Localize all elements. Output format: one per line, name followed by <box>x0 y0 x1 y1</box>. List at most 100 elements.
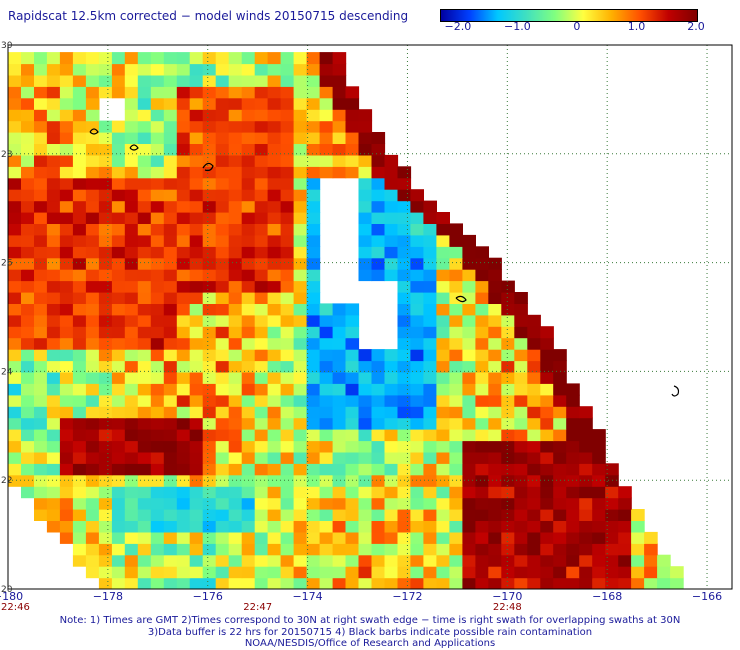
data-cell <box>527 417 541 430</box>
data-cell <box>111 349 126 362</box>
data-cell <box>514 509 528 521</box>
data-cell <box>137 257 152 270</box>
data-cell <box>371 566 386 579</box>
data-cell <box>59 497 74 510</box>
data-cell <box>280 577 295 589</box>
data-cell <box>202 371 217 384</box>
data-cell <box>176 566 191 579</box>
data-cell <box>384 440 399 453</box>
x-tick-label: −166 <box>692 590 722 603</box>
data-cell <box>150 177 165 190</box>
data-cell <box>46 314 61 327</box>
data-cell <box>488 429 502 442</box>
x-axis-ticks: −180−178−176−174−172−170−168−166 <box>0 590 722 603</box>
data-cell <box>21 269 35 282</box>
data-cell <box>345 543 360 556</box>
data-cell <box>280 417 295 430</box>
data-cell <box>254 451 269 464</box>
data-cell <box>111 474 126 487</box>
note-line-3: NOAA/NESDIS/Office of Research and Appli… <box>244 638 496 649</box>
data-cell <box>21 257 35 270</box>
data-cell <box>72 292 87 304</box>
data-cell <box>46 486 61 499</box>
data-cell <box>475 280 489 293</box>
data-cell <box>46 337 61 350</box>
data-cell <box>280 474 295 487</box>
data-cell <box>423 520 437 533</box>
data-cell <box>215 486 230 499</box>
data-cell <box>423 474 437 487</box>
data-cell <box>514 406 528 419</box>
data-cell <box>319 97 334 110</box>
data-cell <box>85 177 100 190</box>
data-cell <box>254 326 269 339</box>
data-cell <box>631 520 645 533</box>
data-cell <box>176 371 191 384</box>
data-cell <box>150 303 165 316</box>
data-cell <box>410 314 424 327</box>
data-cell <box>397 474 412 487</box>
data-cell <box>358 417 373 430</box>
data-cell <box>410 429 424 442</box>
data-cell <box>59 509 74 521</box>
data-cell <box>579 429 593 442</box>
data-cell <box>46 212 61 224</box>
data-cell <box>306 417 321 430</box>
data-cell <box>293 394 308 407</box>
data-cell <box>397 543 412 556</box>
data-cell <box>111 509 126 521</box>
data-cell <box>72 234 87 247</box>
data-cell <box>111 383 126 396</box>
data-cell <box>8 269 22 282</box>
data-cell <box>306 86 321 99</box>
data-cell <box>137 349 152 362</box>
data-cell <box>423 429 437 442</box>
data-cell <box>59 109 74 122</box>
data-cell <box>501 383 515 396</box>
data-cell <box>592 440 606 453</box>
data-cell <box>618 531 632 544</box>
data-cell <box>254 280 269 293</box>
data-cell <box>72 486 87 499</box>
data-cell <box>280 120 295 133</box>
data-cell <box>228 86 243 99</box>
data-cell <box>540 417 554 430</box>
data-cell <box>423 246 437 259</box>
data-cell <box>397 417 412 430</box>
data-cell <box>241 497 256 510</box>
data-cell <box>280 554 295 567</box>
data-cell <box>34 52 48 65</box>
data-cell <box>85 154 100 167</box>
data-cell <box>176 63 191 76</box>
data-cell <box>423 497 437 510</box>
data-cell <box>397 463 412 476</box>
data-cell <box>150 497 165 510</box>
data-cell <box>306 474 321 487</box>
data-cell <box>436 543 450 556</box>
data-cell <box>280 360 295 373</box>
data-cell <box>449 383 463 396</box>
data-cell <box>8 246 22 259</box>
data-cell <box>293 337 308 350</box>
data-cell <box>98 474 113 487</box>
data-cell <box>124 326 139 339</box>
data-cell <box>280 451 295 464</box>
data-cell <box>592 497 606 510</box>
data-cell <box>319 486 334 499</box>
data-cell <box>34 132 48 144</box>
data-cell <box>202 132 217 144</box>
data-cell <box>397 383 412 396</box>
data-cell <box>501 429 515 442</box>
data-cell <box>189 269 204 282</box>
data-cell <box>293 463 308 476</box>
data-cell <box>8 120 22 133</box>
data-cell <box>111 292 126 304</box>
data-cell <box>267 280 282 293</box>
data-cell <box>605 509 619 521</box>
data-cell <box>98 326 113 339</box>
data-cell <box>501 451 515 464</box>
data-cell <box>293 166 308 179</box>
data-cell <box>241 200 256 213</box>
data-cell <box>293 200 308 213</box>
data-cell <box>267 212 282 224</box>
